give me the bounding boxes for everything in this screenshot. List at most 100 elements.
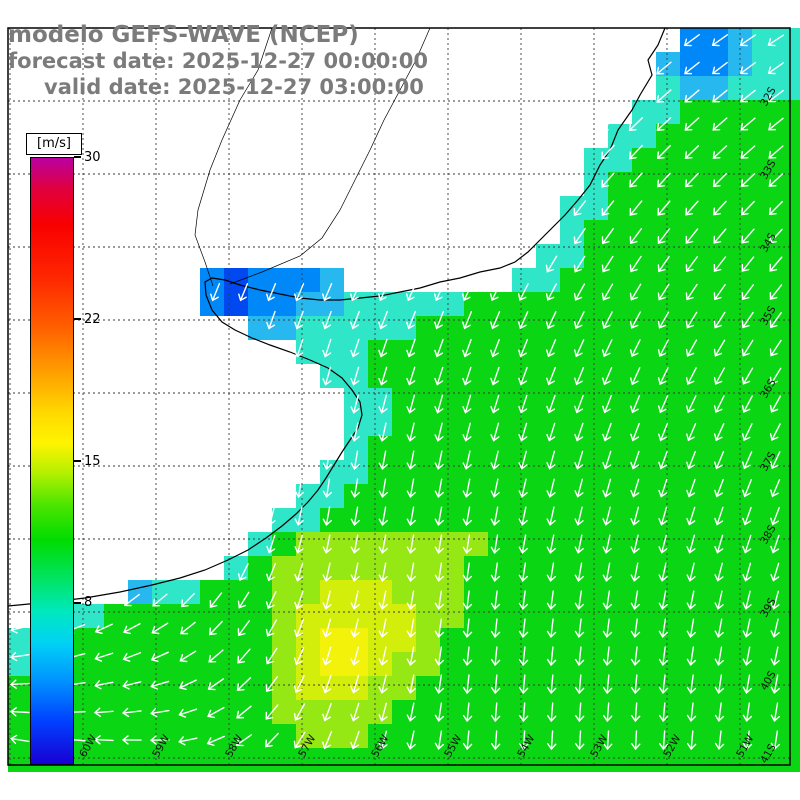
direction-arrow <box>434 730 445 751</box>
direction-arrow <box>490 422 500 442</box>
direction-arrow <box>266 282 277 302</box>
direction-arrow <box>546 339 557 358</box>
direction-arrow <box>546 590 557 611</box>
direction-arrow <box>350 478 360 498</box>
wave-height-cell <box>440 556 464 580</box>
direction-arrow <box>294 562 304 582</box>
direction-arrow <box>462 338 472 358</box>
direction-arrow <box>546 366 556 386</box>
direction-arrow <box>574 422 584 442</box>
wave-height-cell <box>680 556 704 580</box>
wave-height-cell <box>512 268 536 292</box>
wave-height-cell <box>776 340 800 364</box>
direction-arrow <box>630 367 641 386</box>
wave-height-cell <box>704 76 728 100</box>
direction-arrow <box>406 450 416 470</box>
wave-height-cell <box>752 244 776 268</box>
direction-arrow <box>322 310 332 330</box>
wave-height-cell <box>536 412 560 436</box>
wave-height-cell <box>656 220 680 244</box>
direction-arrow <box>575 702 585 723</box>
wave-height-cell <box>560 388 584 412</box>
wave-height-cell <box>776 700 800 724</box>
valid-date-label: valid date: 2025-12-27 03:00:00 <box>44 75 424 99</box>
direction-arrow <box>742 590 752 610</box>
wave-height-cell <box>752 340 776 364</box>
wave-height-cell <box>392 676 416 700</box>
direction-arrow <box>741 395 753 413</box>
direction-arrow <box>94 623 113 635</box>
direction-arrow <box>490 338 500 358</box>
direction-arrow <box>684 61 700 75</box>
wave-height-cell <box>344 292 368 316</box>
direction-arrow <box>657 283 670 301</box>
wave-height-cell <box>296 628 320 652</box>
wave-height-cell <box>776 748 800 772</box>
colorbar-tick-30: 30 <box>74 150 101 165</box>
direction-arrow <box>350 674 360 694</box>
wave-height-cell <box>584 748 608 772</box>
wave-height-cell <box>464 436 488 460</box>
wave-height-cell <box>632 748 656 772</box>
direction-arrow <box>547 702 557 723</box>
direction-arrow <box>237 648 251 664</box>
direction-arrow <box>657 200 671 216</box>
tick-value: 22 <box>84 311 101 327</box>
wave-height-cell <box>608 220 632 244</box>
wave-height-cell <box>440 412 464 436</box>
wave-height-cell <box>776 28 800 52</box>
wave-height-cell <box>680 172 704 196</box>
direction-arrow <box>378 450 388 470</box>
direction-arrow <box>265 676 279 693</box>
wave-height-cell <box>368 748 392 772</box>
direction-arrow <box>657 367 669 386</box>
wave-height-cell <box>704 28 728 52</box>
wave-height-cell <box>248 652 272 676</box>
direction-arrow <box>462 702 473 723</box>
direction-arrow <box>265 619 278 637</box>
wave-height-cell <box>416 460 440 484</box>
wave-height-cell <box>656 244 680 268</box>
wave-height-cell <box>536 580 560 604</box>
wave-height-cell <box>440 508 464 532</box>
wave-height-cell <box>272 700 296 724</box>
direction-arrow <box>740 173 756 188</box>
wave-height-cell <box>560 436 584 460</box>
direction-arrow <box>546 450 556 470</box>
wave-height-cell <box>608 556 632 580</box>
wave-height-cell <box>488 700 512 724</box>
direction-arrow <box>518 311 529 330</box>
wave-height-cell <box>512 460 536 484</box>
wave-height-cell <box>752 700 776 724</box>
wave-height-cell <box>416 340 440 364</box>
wave-height-cell <box>560 220 584 244</box>
wave-height-cell <box>224 268 248 292</box>
direction-arrow <box>93 735 114 745</box>
direction-arrow <box>602 478 612 498</box>
wave-height-cell <box>680 268 704 292</box>
direction-arrow <box>713 200 727 216</box>
wave-height-cell <box>656 700 680 724</box>
direction-arrow <box>684 145 700 160</box>
wave-height-cell <box>368 652 392 676</box>
wave-height-cell <box>536 484 560 508</box>
direction-arrow <box>123 593 140 607</box>
wave-height-cell <box>752 580 776 604</box>
wave-height-cell <box>776 244 800 268</box>
wave-height-cell <box>296 340 320 364</box>
wave-height-cell <box>416 748 440 772</box>
wave-height-cell <box>272 532 296 556</box>
wave-height-cell <box>536 652 560 676</box>
direction-arrow <box>210 282 221 302</box>
wave-height-cell <box>704 748 728 772</box>
wave-height-cell <box>440 292 464 316</box>
direction-arrow <box>322 506 332 526</box>
direction-arrow <box>122 652 142 662</box>
wave-height-cell <box>440 436 464 460</box>
direction-arrow <box>545 311 557 330</box>
direction-arrow <box>741 339 754 357</box>
direction-arrow <box>236 677 252 692</box>
wave-height-cell <box>512 388 536 412</box>
wave-height-cell <box>632 340 656 364</box>
wave-height-cell <box>488 748 512 772</box>
